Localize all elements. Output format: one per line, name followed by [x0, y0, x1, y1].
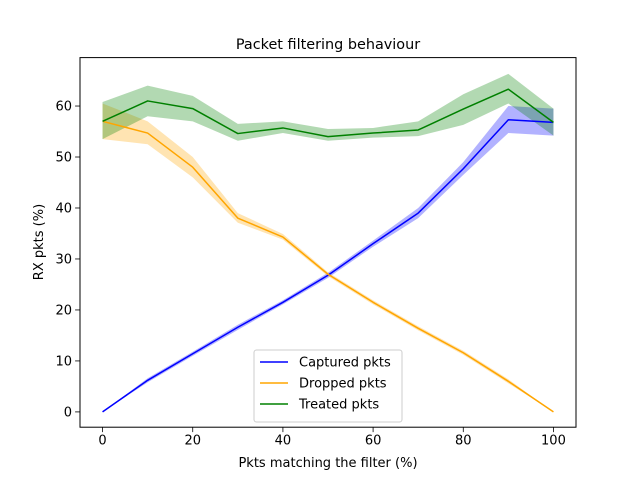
legend-box [253, 349, 403, 423]
y-axis-ticks: 0 10 20 30 40 50 60 [55, 100, 80, 421]
x-tick-label: 100 [541, 434, 566, 449]
chart-title: Packet filtering behaviour [236, 37, 420, 53]
x-tick-label: 80 [455, 434, 472, 449]
series-lines [102, 88, 554, 413]
y-tick-label: 60 [55, 100, 72, 115]
captured-pkts-band [102, 106, 554, 412]
captured-pkts-line [102, 119, 554, 413]
dropped-pkts-line [102, 120, 554, 413]
x-tick-label: 40 [275, 434, 292, 449]
x-tick-label: 0 [98, 434, 106, 449]
x-tick-label: 20 [184, 434, 201, 449]
x-axis-label: Pkts matching the filter (%) [238, 456, 417, 471]
dropped-pkts-legend-label: Dropped pkts [299, 377, 387, 392]
treated-pkts-line [102, 88, 554, 138]
y-tick-label: 0 [64, 406, 72, 421]
treated-pkts-legend-label: Treated pkts [298, 398, 379, 413]
y-tick-label: 40 [55, 202, 72, 217]
y-tick-label: 50 [55, 151, 72, 166]
y-axis-label: RX pkts (%) [32, 204, 47, 280]
y-tick-label: 20 [55, 304, 72, 319]
x-tick-label: 60 [365, 434, 382, 449]
x-axis-ticks: 0 20 40 60 80 100 [98, 427, 566, 449]
captured-pkts-legend-label: Captured pkts [299, 356, 391, 371]
plot-frame [79, 57, 577, 428]
y-tick-label: 30 [55, 253, 72, 268]
legend: Captured pkts Dropped pkts Treated pkts [253, 349, 403, 423]
y-tick-label: 10 [55, 355, 72, 370]
treated-pkts-band [102, 73, 554, 141]
